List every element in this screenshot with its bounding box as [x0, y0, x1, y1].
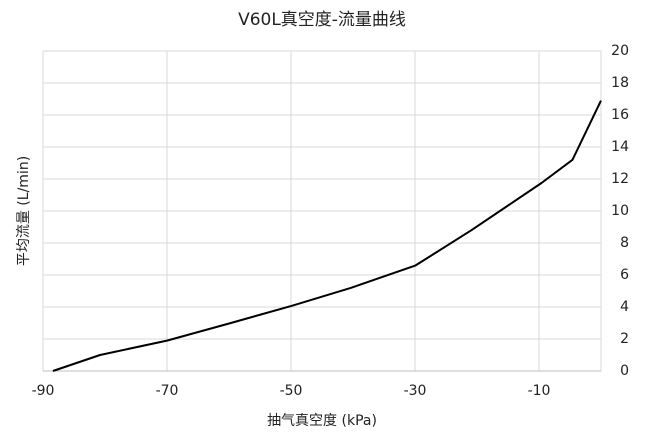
chart-title: V60L真空度-流量曲线 [238, 10, 406, 30]
x-tick-label: -50 [280, 383, 303, 399]
x-tick-label: -90 [32, 383, 55, 399]
data-line [52, 100, 602, 372]
y-tick-label: 8 [620, 235, 629, 251]
y-tick-label: 16 [611, 107, 629, 123]
x-tick-label: -70 [156, 383, 179, 399]
y-tick-label: 0 [620, 363, 629, 379]
x-axis-label: 抽气真空度 (kPa) [267, 413, 377, 429]
y-axis-label: 平均流量 (L/min) [16, 156, 32, 266]
y-tick-label: 14 [611, 139, 629, 155]
y-tick-label: 12 [611, 171, 629, 187]
y-tick-label: 10 [611, 203, 629, 219]
y-tick-label: 20 [611, 43, 629, 59]
x-tick-label: -30 [404, 383, 427, 399]
x-tick-label: -10 [528, 383, 551, 399]
y-tick-label: 18 [611, 75, 629, 91]
y-tick-label: 2 [620, 331, 629, 347]
y-tick-label: 6 [620, 267, 629, 283]
y-tick-label: 4 [620, 299, 629, 315]
